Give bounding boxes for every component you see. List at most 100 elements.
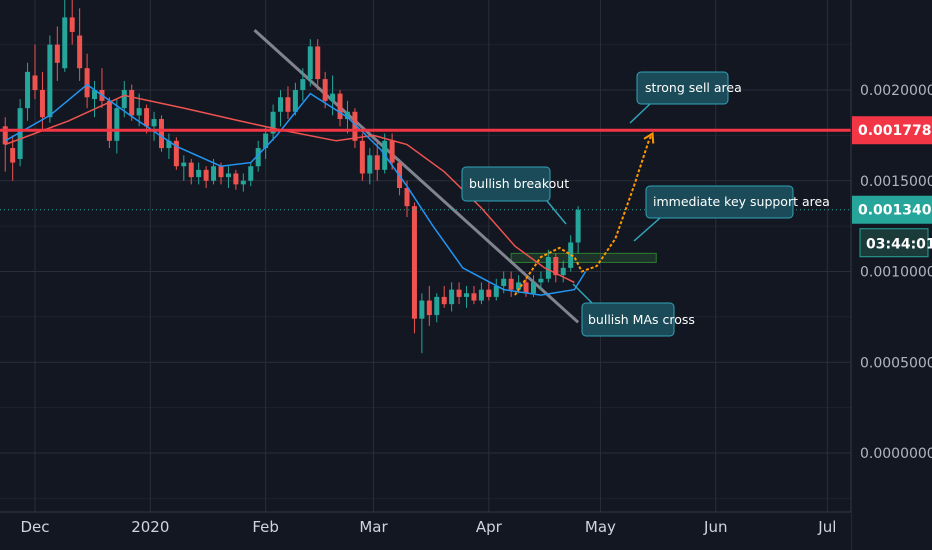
candle-down — [32, 75, 38, 90]
time-tick-label: May — [585, 518, 616, 536]
time-tick-label: Apr — [476, 518, 503, 536]
price-tick-label: 0.0000000 — [860, 446, 932, 462]
price-axis-background — [851, 0, 932, 550]
candle-down — [426, 300, 432, 316]
candle-up — [307, 46, 313, 80]
candle-up — [530, 282, 536, 294]
candle-down — [374, 155, 380, 170]
candle-up — [330, 93, 336, 101]
candle-up — [575, 209, 581, 243]
projection-layer — [514, 131, 655, 296]
candle-down — [69, 17, 75, 32]
price-tick-label: 0.0005000 — [860, 355, 932, 371]
candle-down — [173, 140, 179, 167]
projected-path-arrowhead — [643, 131, 655, 144]
time-tick-label: Jul — [817, 518, 836, 536]
candle-down — [158, 119, 164, 149]
annotation-box-sell — [636, 71, 729, 105]
candle-up — [478, 289, 484, 301]
candle-down — [54, 44, 60, 63]
time-tick-label: Dec — [20, 518, 49, 536]
countdown-tag-label: 03:44:01 — [866, 237, 932, 253]
projected-path-line — [514, 133, 654, 296]
candle-up — [434, 296, 440, 316]
candle-down — [359, 140, 365, 174]
candle-down — [106, 100, 112, 141]
candle-down — [84, 68, 90, 98]
resistance-price-tag — [852, 116, 932, 145]
candle-down — [389, 140, 395, 163]
candle-up — [211, 166, 217, 181]
candle-down — [218, 166, 224, 178]
annotations-layer: bullish breakout strong sell area immediat… — [461, 71, 830, 337]
candle-down — [315, 46, 321, 80]
candle-down — [285, 97, 291, 112]
candle-down — [10, 148, 16, 163]
candle-down — [456, 289, 462, 297]
candle-down — [404, 188, 410, 207]
time-tick-label: 2020 — [131, 518, 169, 536]
candle-down — [39, 90, 45, 118]
candle-up — [196, 169, 202, 178]
price-tick-label: 0.0010000 — [860, 265, 932, 281]
time-tick-label: Jun — [703, 518, 727, 536]
candle-up — [240, 180, 246, 185]
annotation-pointer-support — [633, 217, 661, 242]
annotation-pointer-breakout — [546, 200, 567, 225]
candle-up — [560, 267, 566, 276]
candle-down — [203, 169, 209, 181]
time-axis[interactable]: Dec 2020 Feb Mar Apr May Jun Jul — [0, 511, 851, 550]
candle-down — [77, 35, 83, 69]
candle-up — [263, 133, 269, 149]
candle-down — [411, 206, 417, 319]
candle-up — [538, 278, 544, 283]
candle-down — [441, 296, 447, 305]
candle-up — [344, 111, 350, 120]
candle-down — [188, 162, 194, 178]
annotation-label-macross: bullish MAs cross — [588, 312, 695, 327]
candle-up — [47, 44, 53, 118]
candle-up — [292, 90, 298, 112]
candle-up — [270, 111, 276, 134]
annotation-label-support: immediate key support area — [653, 194, 830, 209]
candle-up — [300, 79, 306, 90]
annotation-box-breakout — [461, 166, 551, 202]
candle-down — [486, 289, 492, 297]
annotation-pointer-macross — [572, 283, 593, 304]
candle-up — [136, 108, 142, 116]
candle-down — [233, 173, 239, 185]
slow-ma-line — [4, 94, 575, 284]
annotation-box-support — [645, 185, 794, 219]
candle-up — [181, 162, 187, 167]
candle-down — [337, 93, 343, 120]
price-axis[interactable]: 0.0020000 0.0015000 0.0010000 0.0005000 0.00… — [850, 0, 932, 550]
support-zone-layer — [510, 252, 657, 263]
candle-up — [248, 166, 254, 181]
candle-up — [278, 97, 284, 112]
candle-up — [255, 148, 261, 167]
time-axis-background — [0, 512, 851, 550]
horizontal-lines-layer — [0, 128, 851, 211]
candle-up — [545, 256, 551, 279]
time-tick-label: Mar — [359, 518, 388, 536]
annotation-pointer-sell — [629, 103, 651, 124]
candle-up — [25, 71, 31, 109]
candle-down — [352, 111, 358, 141]
candle-up — [516, 282, 522, 290]
candle-down — [129, 90, 135, 116]
candle-up — [501, 278, 507, 287]
price-tick-label: 0.0020000 — [860, 83, 932, 99]
candle-down — [322, 79, 328, 101]
fast-ma-line — [4, 83, 587, 296]
candle-up — [92, 90, 98, 100]
annotation-label-breakout: bullish breakout — [469, 176, 569, 191]
candle-up — [449, 289, 455, 305]
annotation-label-sell: strong sell area — [645, 80, 742, 95]
candle-up — [62, 17, 68, 69]
price-tick-label: 0.0015000 — [860, 174, 932, 190]
last-price-tag — [852, 195, 932, 224]
countdown-tag — [859, 228, 929, 258]
annotation-box-macross — [581, 302, 675, 337]
